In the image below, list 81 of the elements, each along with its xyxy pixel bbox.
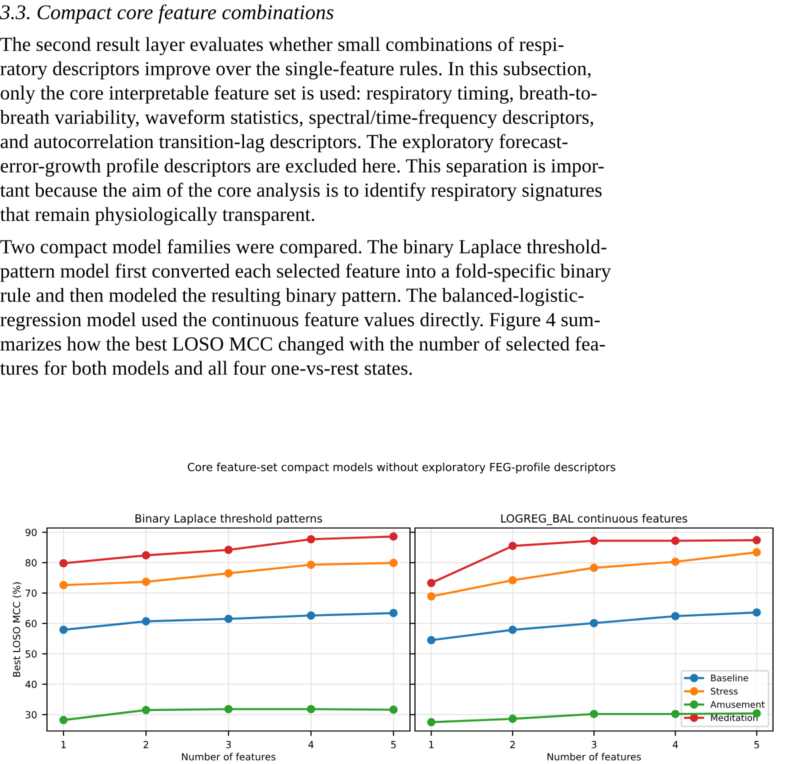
x-tick-label: 1 bbox=[61, 741, 66, 748]
point bbox=[590, 536, 598, 545]
point bbox=[508, 714, 517, 724]
x-tick-label: 2 bbox=[144, 740, 148, 748]
point bbox=[389, 558, 398, 568]
point bbox=[752, 536, 761, 544]
x-tick-label: 3 bbox=[226, 740, 231, 748]
text: tures for both models and all four one-vs-rest states. bbox=[0, 360, 412, 375]
point bbox=[306, 704, 316, 714]
point bbox=[671, 536, 680, 545]
point bbox=[590, 710, 598, 718]
point bbox=[508, 542, 517, 550]
point bbox=[508, 626, 517, 634]
point bbox=[508, 576, 517, 584]
point bbox=[671, 612, 680, 620]
x-axis-title: Number of features bbox=[182, 752, 276, 760]
text: that remain physiologically transparent. bbox=[0, 207, 314, 226]
point bbox=[142, 551, 150, 560]
x-tick-label: 5 bbox=[391, 741, 396, 748]
chart-title: LOGREG_BAL continuous features bbox=[501, 514, 688, 526]
text: marizes how the best LOSO MCC changed with the number of selected fea- bbox=[0, 336, 605, 355]
x-tick-label: 3 bbox=[592, 740, 596, 748]
point bbox=[306, 535, 316, 544]
legend-label: Baseline bbox=[711, 674, 748, 682]
point bbox=[590, 618, 598, 628]
point bbox=[59, 626, 68, 634]
point bbox=[306, 611, 316, 620]
y-tick-label: 30 bbox=[26, 711, 37, 718]
legend-label: Meditation bbox=[711, 714, 758, 722]
y-tick-label: 90 bbox=[26, 528, 37, 536]
text: rule and then modeled the resulting binary pattern. The balanced-logistic- bbox=[0, 288, 584, 306]
x-tick-label: 1 bbox=[429, 741, 434, 748]
y-tick-label: 50 bbox=[26, 650, 37, 658]
y-axis-title: Best LOSO MCC (%) bbox=[12, 582, 22, 677]
point bbox=[752, 548, 761, 556]
text: only the core interpretable feature set is used: respiratory timing, breath-to- bbox=[0, 85, 597, 104]
text: pattern model first converted each selected feature into a fold-specific binary bbox=[0, 264, 611, 282]
y-tick-label: 60 bbox=[26, 620, 37, 628]
text: regression model used the continuous feature values directly. Figure 4 sum- bbox=[0, 312, 600, 330]
point bbox=[59, 559, 68, 568]
point bbox=[224, 546, 233, 554]
point bbox=[671, 710, 680, 718]
point bbox=[224, 569, 233, 578]
point bbox=[142, 706, 150, 714]
point bbox=[224, 704, 233, 714]
x-tick-label: 2 bbox=[510, 740, 515, 748]
y-tick-label: 80 bbox=[26, 559, 37, 566]
y-tick-label: 40 bbox=[25, 680, 37, 688]
text: breath variability, waveform statistics, spectral/time-frequency descriptors, bbox=[0, 110, 594, 128]
text: 3.3. Compact core feature combinations bbox=[0, 4, 334, 24]
point bbox=[671, 558, 680, 566]
text: Two compact model families were compared. The binary Laplace threshold- bbox=[0, 239, 606, 258]
x-axis-title: Number of features bbox=[548, 752, 641, 760]
point bbox=[389, 532, 398, 541]
text: ratory descriptors improve over the single-feature rules. In this subsection, bbox=[0, 61, 591, 80]
x-tick-label: 4 bbox=[308, 741, 314, 748]
y-tick-label: 70 bbox=[26, 590, 37, 597]
text: tant because the aim of the core analysis is to identify respiratory signatures bbox=[0, 182, 602, 201]
point bbox=[142, 617, 150, 626]
text: error-growth profile descriptors are excluded here. This separation is impor- bbox=[0, 158, 604, 177]
point bbox=[590, 564, 598, 572]
chart-title: Binary Laplace threshold patterns bbox=[136, 514, 322, 525]
point bbox=[752, 608, 761, 617]
point bbox=[142, 578, 150, 586]
legend-label: Amusement bbox=[710, 701, 765, 708]
point bbox=[427, 592, 436, 601]
x-tick-label: 5 bbox=[754, 741, 759, 748]
point bbox=[389, 608, 398, 618]
point bbox=[427, 636, 436, 644]
text: The second result layer evaluates whether small combinations of respi- bbox=[0, 36, 564, 56]
text: and autocorrelation transition-lag descriptors. The exploratory forecast- bbox=[0, 134, 568, 152]
point bbox=[59, 716, 68, 724]
legend-label: Stress bbox=[710, 688, 738, 695]
point bbox=[59, 580, 68, 590]
x-tick-label: 4 bbox=[672, 741, 678, 748]
point bbox=[306, 560, 316, 569]
point bbox=[224, 614, 233, 624]
point bbox=[427, 578, 436, 588]
text: Core feature-set compact models without exploratory FEG-profile descriptors bbox=[188, 462, 616, 474]
point bbox=[427, 718, 436, 726]
point bbox=[389, 706, 398, 714]
